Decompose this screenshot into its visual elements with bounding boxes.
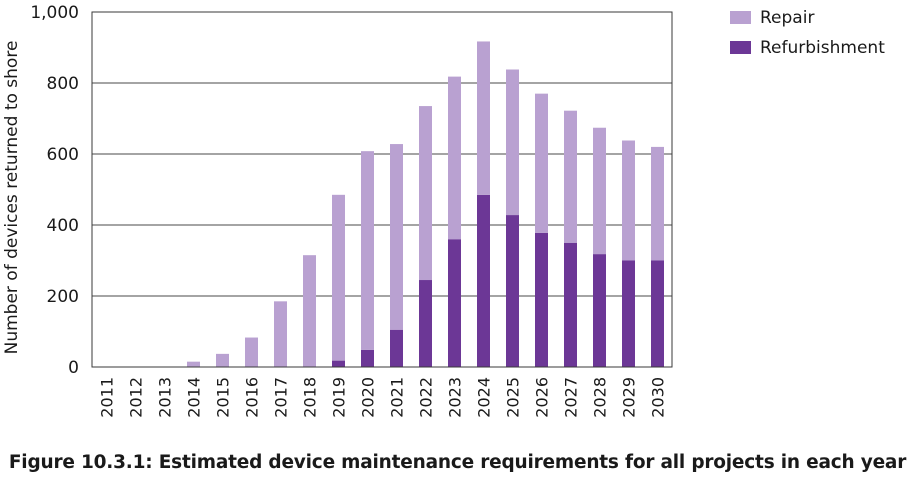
bar-repair-2029 (622, 140, 635, 261)
x-tick-label: 2013 (156, 377, 175, 418)
x-tick-label: 2018 (301, 377, 320, 418)
bar-refurbishment-2030 (651, 260, 664, 367)
bar-refurbishment-2023 (448, 239, 461, 367)
bar-repair-2026 (535, 93, 548, 233)
y-tick-labels: 0 200 400 600 800 1,000 (30, 3, 79, 378)
bar-repair-2017 (274, 301, 287, 367)
legend-swatch-refurbishment (730, 41, 751, 54)
x-tick-label: 2015 (214, 377, 233, 418)
bar-refurbishment-2022 (419, 280, 432, 367)
bar-repair-2023 (448, 76, 461, 240)
bar-refurbishment-2021 (390, 329, 403, 367)
y-tick-label: 200 (47, 287, 79, 307)
bar-repair-2014 (187, 361, 200, 367)
bar-refurbishment-2020 (361, 349, 374, 367)
legend-label-repair: Repair (760, 8, 814, 28)
x-tick-label: 2021 (388, 377, 407, 418)
bars (187, 41, 664, 367)
x-tick-label: 2027 (562, 377, 581, 418)
legend-label-refurbishment: Refurbishment (760, 38, 885, 58)
gridlines (92, 82, 672, 297)
bar-repair-2018 (303, 255, 316, 367)
x-tick-label: 2022 (417, 377, 436, 418)
bar-repair-2028 (593, 127, 606, 255)
x-tick-label: 2011 (98, 377, 117, 418)
x-tick-label: 2025 (504, 377, 523, 418)
x-tick-label: 2016 (243, 377, 262, 418)
x-tick-label: 2028 (591, 377, 610, 418)
legend: Repair Refurbishment (730, 8, 885, 58)
x-tick-label: 2014 (185, 377, 204, 418)
y-tick-label: 400 (47, 216, 79, 236)
x-tick-label: 2020 (359, 377, 378, 418)
x-tick-label: 2024 (475, 377, 494, 418)
bar-refurbishment-2029 (622, 260, 635, 367)
bar-repair-2020 (361, 151, 374, 350)
legend-swatch-repair (730, 11, 751, 24)
x-tick-label: 2017 (272, 377, 291, 418)
bar-repair-2027 (564, 110, 577, 243)
bar-refurbishment-2027 (564, 242, 577, 367)
bar-refurbishment-2026 (535, 232, 548, 367)
bar-repair-2015 (216, 353, 229, 367)
plot-frame (91, 11, 673, 368)
x-tick-labels: 2011 2012 2013 2014 2015 2016 2017 2018 2019 2020… (98, 377, 668, 418)
x-tick-label: 2030 (649, 377, 668, 418)
bar-repair-2021 (390, 144, 403, 330)
x-tick-label: 2023 (446, 377, 465, 418)
y-tick-label: 800 (47, 74, 79, 94)
bar-repair-2022 (419, 106, 432, 281)
bar-refurbishment-2025 (506, 215, 519, 367)
x-tick-label: 2012 (127, 377, 146, 418)
bar-refurbishment-2019 (332, 360, 345, 367)
bar-repair-2016 (245, 337, 258, 367)
bar-refurbishment-2024 (477, 194, 490, 367)
y-tick-label: 600 (47, 145, 79, 165)
bar-repair-2019 (332, 194, 345, 361)
y-tick-label: 0 (68, 358, 79, 378)
x-tick-label: 2026 (533, 377, 552, 418)
y-axis-label: Number of devices returned to shore (2, 41, 22, 355)
y-tick-label: 1,000 (30, 3, 79, 23)
bar-repair-2024 (477, 41, 490, 195)
figure-caption: Figure 10.3.1: Estimated device maintena… (8, 452, 907, 473)
x-tick-label: 2019 (330, 377, 349, 418)
bar-repair-2030 (651, 146, 664, 261)
bar-refurbishment-2028 (593, 254, 606, 367)
bar-repair-2025 (506, 69, 519, 216)
x-tick-label: 2029 (620, 377, 639, 418)
